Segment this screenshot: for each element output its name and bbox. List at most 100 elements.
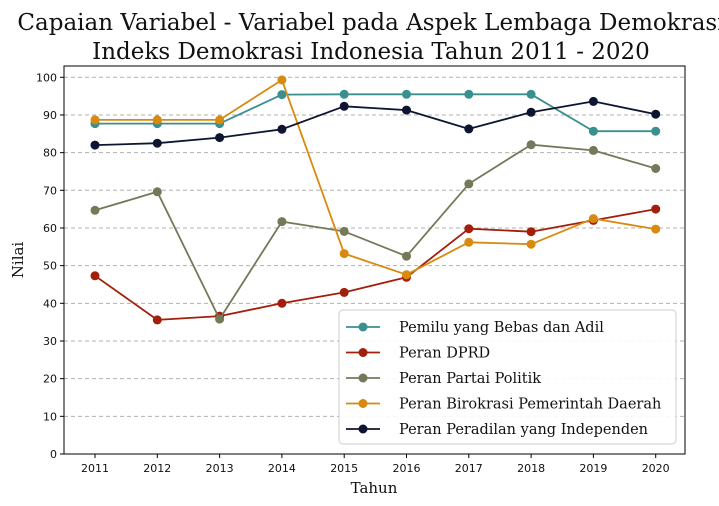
data-point (339, 249, 349, 259)
data-point (152, 138, 162, 148)
data-point (464, 224, 474, 234)
series-1 (90, 89, 661, 136)
data-point (152, 315, 162, 325)
data-point (588, 145, 598, 155)
series-lines (90, 75, 661, 325)
data-point (215, 314, 225, 324)
data-point (339, 101, 349, 111)
legend-item-4: Peran Birokrasi Pemerintah Daerah (346, 397, 661, 413)
x-tick-label: 2019 (579, 462, 607, 475)
x-tick-label: 2013 (206, 462, 234, 475)
data-point (90, 271, 100, 281)
legend-item-1: Pemilu yang Bebas dan Adil (346, 320, 604, 336)
data-point (277, 124, 287, 134)
x-tick-label: 2020 (642, 462, 670, 475)
data-point (215, 133, 225, 143)
x-tick-label: 2015 (330, 462, 358, 475)
data-point (339, 226, 349, 236)
series-4 (90, 75, 661, 280)
y-tick-label: 60 (43, 222, 57, 235)
data-point (651, 164, 661, 173)
x-axis-ticks: 2011 2012 2013 2014 2015 2016 2017 2018 2019 2020 (81, 454, 670, 475)
legend-swatch-marker (358, 348, 368, 357)
legend-item-2: Peran DPRD (346, 346, 490, 362)
data-point (277, 217, 287, 227)
y-tick-label: 70 (43, 184, 57, 197)
data-point (464, 237, 474, 247)
series-line (95, 93, 656, 133)
data-point (339, 287, 349, 297)
data-point (651, 224, 661, 234)
data-point (651, 126, 661, 136)
data-point (152, 115, 162, 125)
legend-label: Peran DPRD (399, 346, 490, 362)
data-point (402, 89, 411, 99)
data-point (588, 214, 598, 224)
y-tick-label: 0 (50, 448, 57, 461)
data-point (402, 105, 411, 115)
chart-title-line-1: Capaian Variabel - Variabel pada Aspek L… (17, 10, 719, 36)
series-5 (90, 96, 661, 150)
data-point (277, 90, 287, 100)
data-point (651, 109, 661, 119)
legend-item-3: Peran Partai Politik (346, 371, 541, 387)
data-point (588, 126, 598, 136)
legend-swatch-marker (358, 399, 368, 408)
y-tick-label: 100 (36, 71, 57, 84)
legend-label: Peran Partai Politik (399, 371, 541, 387)
data-point (339, 89, 349, 99)
data-point (464, 179, 474, 189)
data-point (277, 298, 287, 308)
data-point (277, 75, 287, 85)
data-point (651, 204, 661, 214)
legend-swatch-marker (358, 322, 368, 332)
plot-frame (63, 65, 686, 455)
x-tick-label: 2014 (268, 462, 296, 475)
y-tick-label: 10 (43, 410, 57, 423)
data-point (90, 115, 100, 125)
legend-label: Pemilu yang Bebas dan Adil (399, 320, 604, 336)
data-point (402, 270, 411, 280)
chart-title-line-2: Indeks Demokrasi Indonesia Tahun 2011 - … (92, 39, 650, 65)
x-axis-label: Tahun (351, 479, 398, 497)
legend-box (338, 309, 677, 445)
data-point (526, 89, 536, 99)
legend-label: Peran Birokrasi Pemerintah Daerah (399, 397, 661, 413)
data-point (215, 115, 225, 125)
series-line (94, 208, 656, 321)
legend-swatch-marker (358, 424, 368, 434)
series-line (94, 143, 656, 321)
y-tick-label: 90 (43, 109, 57, 122)
legend-swatch-marker (358, 373, 368, 383)
series-line (95, 79, 656, 276)
legend-item-5: Peran Peradilan yang Independen (346, 422, 648, 438)
x-tick-label: 2016 (393, 462, 421, 475)
data-point (526, 107, 536, 117)
data-point (464, 89, 474, 99)
data-point (152, 187, 162, 197)
y-axis-label: Nilai (9, 242, 27, 279)
y-tick-label: 20 (43, 373, 57, 386)
y-tick-label: 30 (43, 335, 57, 348)
data-point (402, 251, 411, 261)
x-tick-label: 2018 (517, 462, 545, 475)
legend: Pemilu yang Bebas dan Adil Peran DPRD Pera… (338, 309, 677, 445)
y-tick-label: 80 (43, 147, 57, 160)
data-point (526, 140, 536, 150)
x-tick-label: 2017 (455, 462, 483, 475)
data-point (464, 124, 474, 134)
data-point (526, 239, 536, 249)
x-tick-label: 2012 (143, 462, 171, 475)
y-tick-label: 50 (43, 260, 57, 273)
data-point (526, 227, 536, 237)
data-point (90, 205, 100, 215)
series-3 (90, 140, 661, 324)
data-point (90, 140, 100, 150)
legend-label: Peran Peradilan yang Independen (399, 422, 648, 438)
x-tick-label: 2011 (81, 462, 109, 475)
series-line (94, 100, 656, 146)
y-tick-label: 40 (43, 297, 57, 310)
data-point (588, 96, 598, 106)
y-axis-ticks: 0 10 20 30 40 50 60 70 80 90 100 (36, 71, 64, 461)
